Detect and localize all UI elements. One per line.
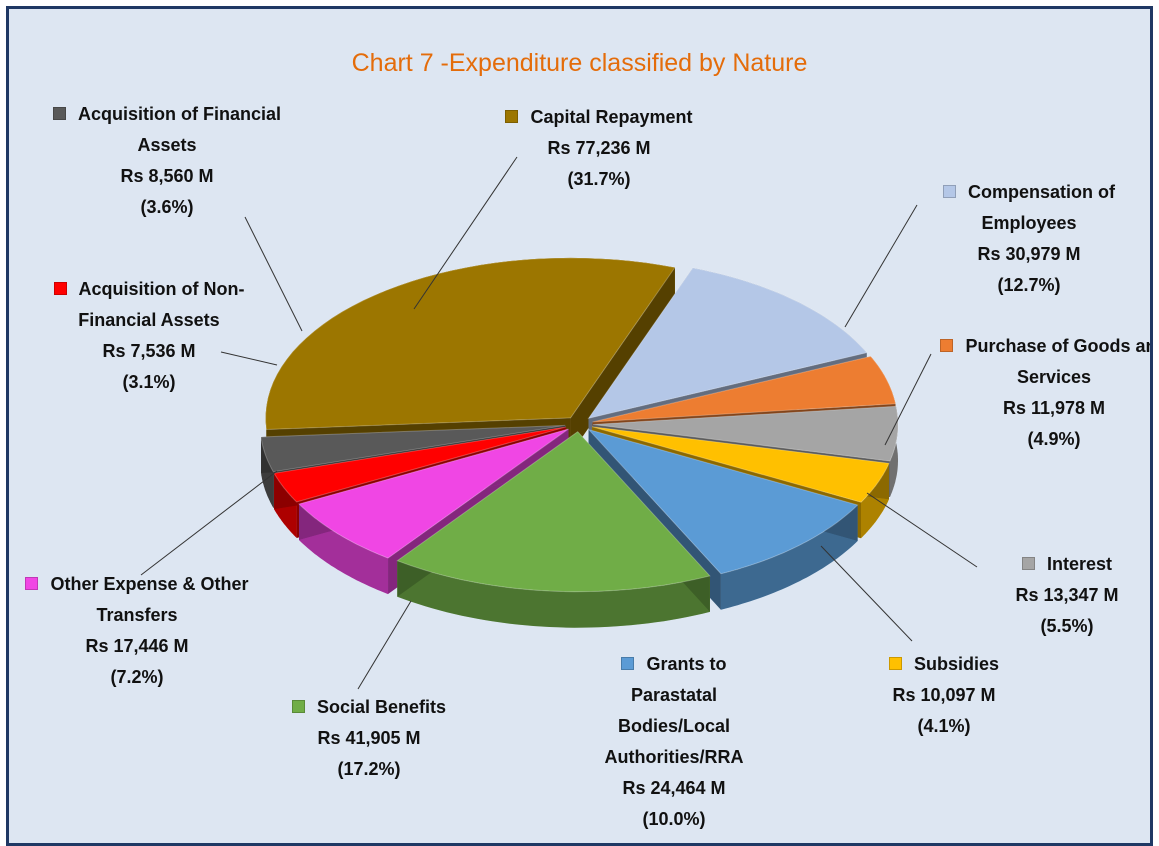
data-label: Compensation of Employees Rs 30,979 M (12.…	[914, 177, 1144, 301]
slice	[273, 426, 567, 503]
value-label: Rs 30,979 M	[977, 244, 1081, 264]
data-label: Acquisition of Financial Assets Rs 8,560 …	[52, 99, 282, 223]
category-label: Acquisition of Non-Financial Assets	[78, 279, 245, 330]
slice	[260, 424, 566, 473]
leader-line	[140, 470, 278, 576]
percent-label: (31.7%)	[567, 169, 631, 189]
label-name: Other Expense & Other Transfers	[17, 569, 257, 631]
percent-label: (4.9%)	[1027, 429, 1081, 449]
legend-marker	[505, 110, 519, 123]
slice-side	[720, 505, 858, 610]
label-name: Subsidies	[859, 649, 1029, 680]
legend-marker	[888, 657, 902, 670]
percent-label: (12.7%)	[997, 275, 1061, 295]
label-name: Social Benefits	[259, 692, 479, 723]
leader-line	[884, 353, 932, 446]
slice	[265, 257, 676, 431]
value-label: Rs 11,978 M	[1002, 398, 1106, 418]
slice-side-shade	[397, 560, 710, 628]
category-label: Purchase of Goods and Services	[965, 336, 1153, 387]
percent-label: (4.1%)	[917, 716, 971, 736]
leader-line	[820, 545, 913, 642]
category-label: Grants to Parastatal Bodies/Local Author…	[604, 654, 744, 767]
percent-label: (17.2%)	[337, 759, 401, 779]
percent-label: (10.0%)	[642, 809, 706, 829]
data-label: Subsidies Rs 10,097 M (4.1%)	[859, 649, 1029, 742]
legend-marker	[291, 700, 305, 713]
chart-title: Chart 7 -Expenditure classified by Natur…	[351, 49, 808, 77]
value-label: Rs 41,905 M	[317, 728, 421, 748]
label-name: Compensation of Employees	[914, 177, 1144, 239]
slice-side-shade	[720, 505, 858, 610]
slice-wall	[274, 426, 567, 510]
category-label: Social Benefits	[316, 697, 447, 717]
category-label: Subsidies	[913, 654, 1000, 674]
slice-side	[397, 560, 710, 628]
data-label: Acquisition of Non-Financial Assets Rs 7,…	[19, 274, 279, 398]
legend-marker	[25, 577, 39, 590]
legend-marker	[52, 107, 66, 120]
value-label: Rs 77,236 M	[547, 138, 651, 158]
category-label: Other Expense & Other Transfers	[50, 574, 249, 625]
category-label: Acquisition of Financial Assets	[77, 104, 281, 155]
leader-line	[244, 216, 303, 332]
leader-line	[844, 204, 918, 328]
value-label: Rs 10,097 M	[892, 685, 996, 705]
label-name: Capital Repayment	[454, 102, 744, 133]
slice-side-shade	[889, 406, 898, 498]
value-label: Rs 24,464 M	[622, 778, 726, 798]
label-name: Acquisition of Financial Assets	[52, 99, 282, 161]
data-label: Capital Repayment Rs 77,236 M (31.7%)	[454, 102, 744, 195]
legend-marker	[621, 657, 635, 670]
pie	[140, 156, 978, 690]
leader-line	[220, 351, 278, 366]
leader-line	[413, 156, 518, 310]
leader-line	[866, 492, 978, 568]
legend-marker	[1021, 557, 1035, 570]
category-label: Capital Repayment	[530, 107, 693, 127]
slice-side	[889, 406, 898, 498]
value-label: Rs 7,536 M	[102, 341, 196, 361]
percent-label: (3.1%)	[122, 372, 176, 392]
value-label: Rs 17,446 M	[85, 636, 189, 656]
label-name: Interest	[982, 549, 1150, 580]
slice	[298, 428, 569, 559]
slice-wall-shade	[274, 426, 567, 510]
legend-marker	[53, 282, 67, 295]
data-label: Interest Rs 13,347 M (5.5%)	[982, 549, 1150, 642]
percent-label: (3.6%)	[140, 197, 194, 217]
data-label: Grants to Parastatal Bodies/Local Author…	[584, 649, 764, 835]
legend-marker	[943, 185, 956, 198]
label-name: Grants to Parastatal Bodies/Local Author…	[584, 649, 764, 773]
chart-frame: Chart 7 -Expenditure classified by Natur…	[6, 6, 1153, 846]
slice	[592, 405, 899, 462]
category-label: Compensation of Employees	[968, 182, 1115, 233]
value-label: Rs 13,347 M	[1015, 585, 1119, 605]
percent-label: (5.5%)	[1040, 616, 1094, 636]
slice	[587, 428, 859, 575]
data-label: Purchase of Goods and Services Rs 11,978 …	[929, 331, 1153, 455]
percent-label: (7.2%)	[110, 667, 164, 687]
data-label: Social Benefits Rs 41,905 M (17.2%)	[259, 692, 479, 785]
slice	[592, 355, 897, 423]
label-name: Acquisition of Non-Financial Assets	[19, 274, 279, 336]
category-label: Interest	[1046, 554, 1113, 574]
legend-marker	[940, 339, 954, 352]
value-label: Rs 8,560 M	[120, 166, 214, 186]
data-label: Other Expense & Other Transfers Rs 17,446…	[17, 569, 257, 693]
slice	[396, 431, 711, 593]
leader-line	[357, 600, 412, 690]
slice	[587, 267, 868, 420]
label-name: Purchase of Goods and Services	[929, 331, 1153, 393]
slice	[591, 426, 890, 503]
